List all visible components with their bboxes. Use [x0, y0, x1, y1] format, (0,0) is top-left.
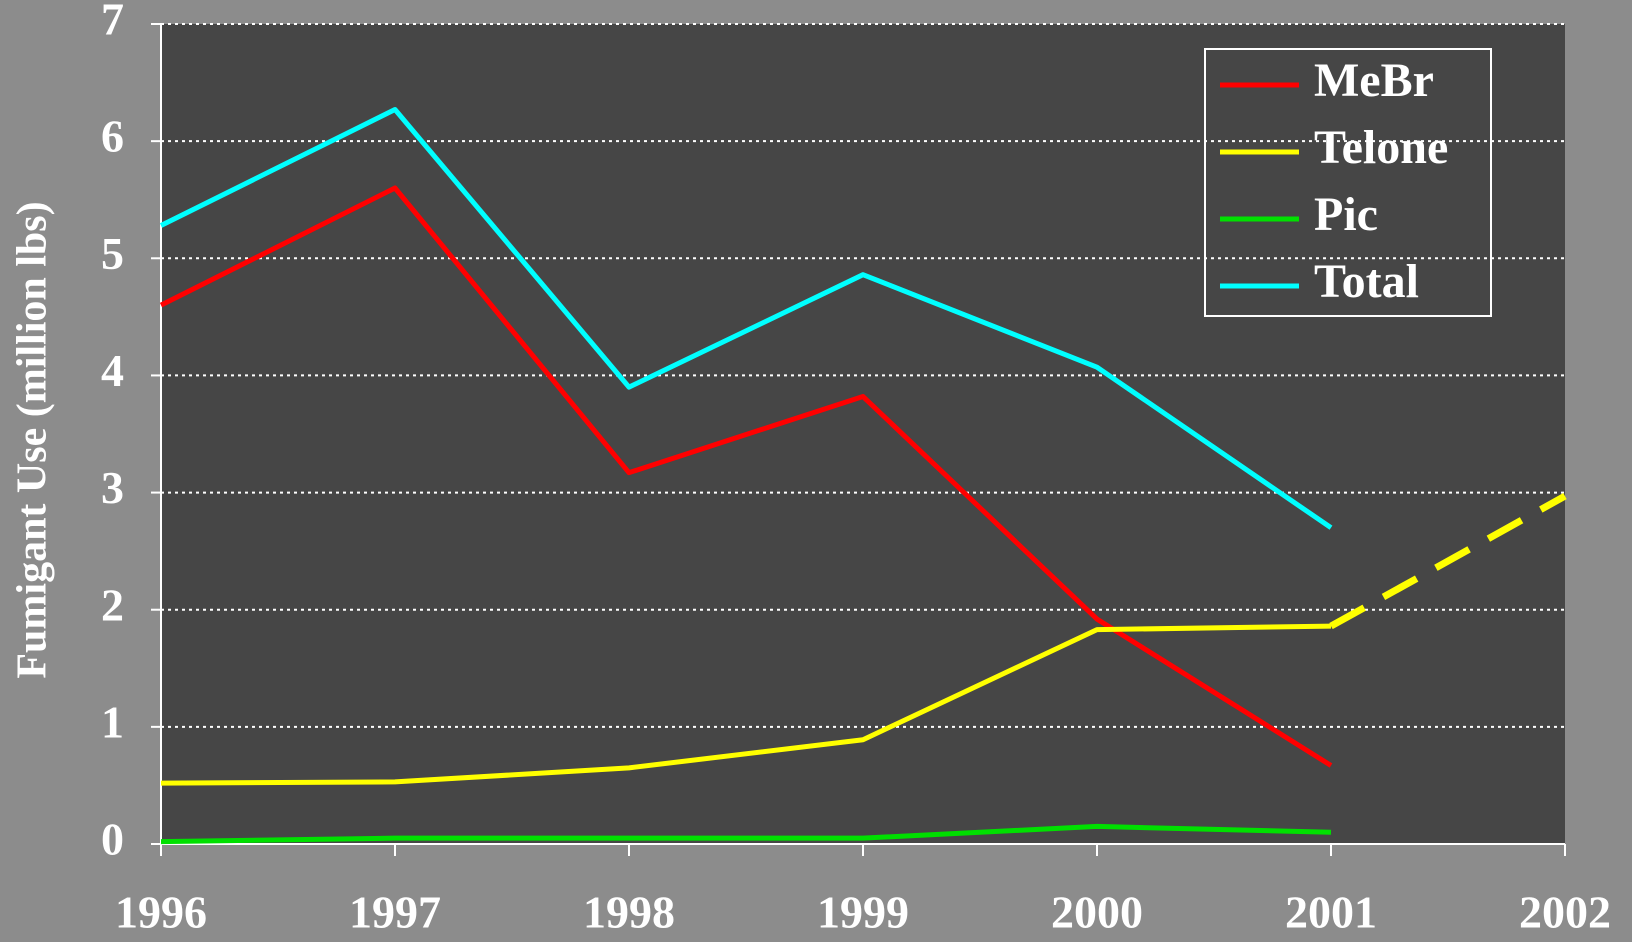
- legend-label: MeBr: [1314, 54, 1434, 107]
- y-tick-label: 6: [101, 111, 124, 162]
- x-tick-label: 2002: [1519, 887, 1611, 938]
- x-tick-label: 1997: [349, 887, 441, 938]
- series-line: [159, 185, 1333, 768]
- y-tick-label: 7: [101, 0, 124, 45]
- y-tick-label: 0: [101, 814, 124, 865]
- legend-box: [1204, 48, 1492, 317]
- y-tick-label: 2: [101, 579, 124, 630]
- y-tick-label: 3: [101, 462, 124, 513]
- projection-line: [1329, 493, 1567, 630]
- legend-label: Telone: [1314, 121, 1448, 174]
- x-tick-label: 2001: [1285, 887, 1377, 938]
- y-axis-title: Fumigant Use (million lbs): [10, 201, 56, 678]
- plot-area: [161, 24, 1565, 844]
- y-tick-label: 1: [101, 696, 124, 747]
- x-tick-label: 1999: [817, 887, 909, 938]
- y-tick-label: 5: [101, 228, 124, 279]
- legend-label: Total: [1314, 255, 1419, 308]
- series-line: [159, 107, 1333, 530]
- legend-label: Pic: [1314, 188, 1378, 241]
- x-tick-label: 2000: [1051, 887, 1143, 938]
- series-line: [160, 623, 1332, 786]
- y-tick-label: 4: [101, 345, 124, 396]
- series-line: [160, 823, 1332, 845]
- x-tick-label: 1998: [583, 887, 675, 938]
- x-tick-label: 1996: [115, 887, 207, 938]
